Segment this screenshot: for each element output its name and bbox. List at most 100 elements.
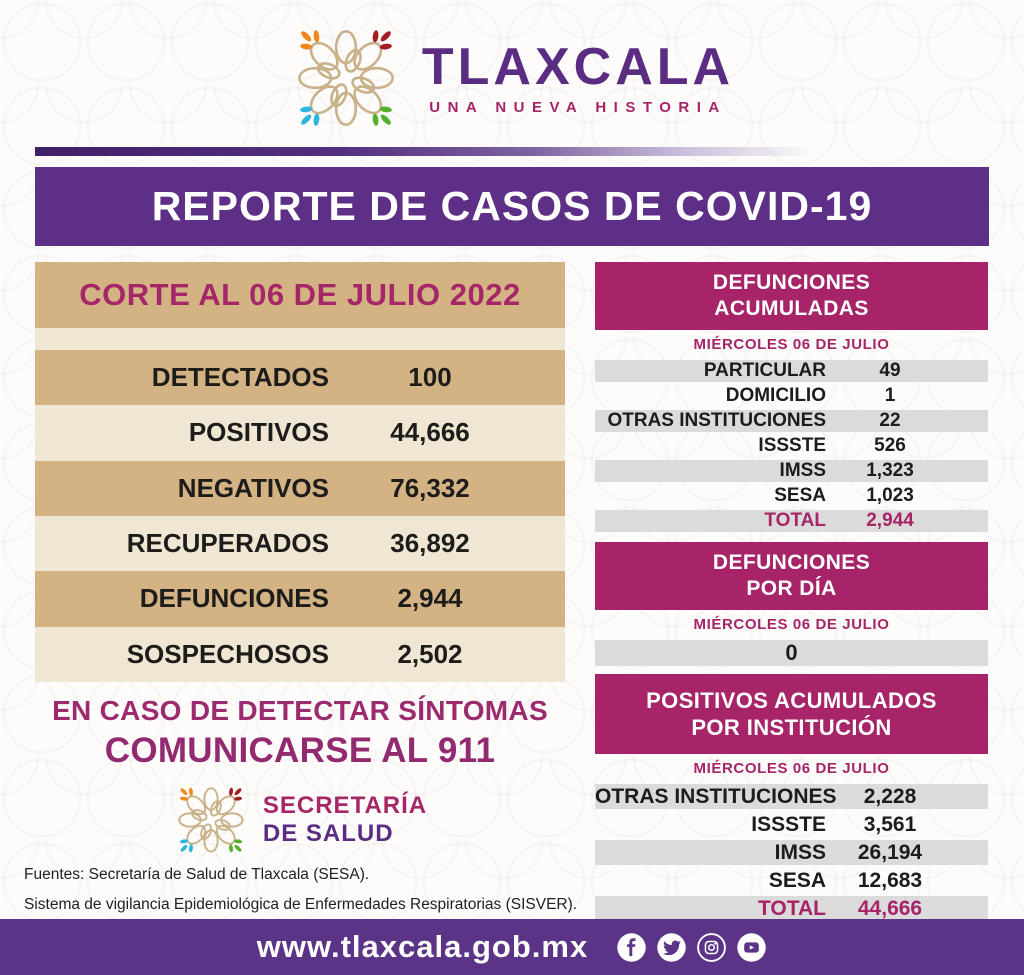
tlaxcala-flower-icon xyxy=(297,30,394,126)
row-label: TOTAL xyxy=(764,510,826,531)
row-value: 526 xyxy=(874,435,906,456)
cases-summary-rows: DETECTADOS 100 POSITIVOS 44,666 NEGATIVO… xyxy=(35,350,565,682)
section-title-line1: DEFUNCIONES xyxy=(712,270,871,294)
notice-line1: EN CASO DE DETECTAR SÍNTOMAS xyxy=(52,695,548,726)
row-value: 22 xyxy=(879,410,901,431)
secretaria-line1: SECRETARÍA xyxy=(262,792,428,820)
table-row: SESA 1,023 xyxy=(595,485,988,507)
row-value: 2,502 xyxy=(397,638,463,669)
brand-name: TLAXCALA xyxy=(421,37,735,96)
table-row: RECUPERADOS 36,892 xyxy=(35,516,565,571)
row-label: TOTAL xyxy=(757,896,826,920)
section-title-line2: POR INSTITUCIÓN xyxy=(691,715,892,740)
section-title-line1: POSITIVOS ACUMULADOS xyxy=(646,687,937,713)
source-line2: Sistema de vigilancia Epidemiológica de … xyxy=(24,896,578,913)
row-value: 26,194 xyxy=(857,840,923,864)
secretaria-text: SECRETARÍA DE SALUD xyxy=(263,792,427,847)
row-value: 100 xyxy=(408,362,452,393)
row-value: 76,332 xyxy=(390,472,470,503)
row-label: OTRAS INSTITUCIONES xyxy=(595,784,837,808)
row-label: DETECTADOS xyxy=(151,362,329,393)
row-label: IMSS xyxy=(779,460,826,481)
notice-line2: COMUNICARSE AL 911 xyxy=(104,731,496,770)
row-value: 1,023 xyxy=(866,485,914,506)
brand-tagline: UNA NUEVA HISTORIA xyxy=(429,98,727,116)
row-value: 2,228 xyxy=(863,784,917,808)
row-value: 12,683 xyxy=(857,868,923,892)
section-title-line1: DEFUNCIONES xyxy=(712,550,871,574)
brand-text: TLAXCALA UNA NUEVA HISTORIA xyxy=(422,41,734,116)
row-label: RECUPERADOS xyxy=(126,528,329,559)
row-label: NEGATIVOS xyxy=(177,472,329,503)
footer-bar: www.tlaxcala.gob.mx xyxy=(0,919,1024,975)
table-row: OTRAS INSTITUCIONES 22 xyxy=(595,410,988,432)
secretaria-line2: DE SALUD xyxy=(262,820,394,847)
gradient-divider xyxy=(35,147,989,156)
row-value: 2,944 xyxy=(866,510,914,531)
deaths-per-day-value: 0 xyxy=(595,640,988,666)
social-icons xyxy=(616,932,767,963)
row-label: SESA xyxy=(774,485,826,506)
cases-summary-panel: CORTE AL 06 DE JULIO 2022 DETECTADOS 100… xyxy=(35,262,565,682)
table-row: NEGATIVOS 76,332 xyxy=(35,460,565,516)
row-label: POSITIVOS xyxy=(188,417,329,448)
instagram-icon[interactable] xyxy=(696,932,727,963)
row-value: 44,666 xyxy=(390,417,470,448)
report-title-banner: REPORTE DE CASOS DE COVID-19 xyxy=(35,167,989,246)
table-row: IMSS 1,323 xyxy=(595,460,988,482)
row-label: ISSSTE xyxy=(758,435,826,456)
row-label: SOSPECHOSOS xyxy=(126,638,329,669)
section-title-line2: POR DÍA xyxy=(746,577,837,600)
row-value: 49 xyxy=(879,360,901,381)
table-row: PARTICULAR 49 xyxy=(595,360,988,382)
website-link[interactable]: www.tlaxcala.gob.mx xyxy=(256,929,589,964)
symptoms-notice: EN CASO DE DETECTAR SÍNTOMAS COMUNICARSE… xyxy=(10,695,590,771)
table-row: ISSSTE 3,561 xyxy=(595,812,988,837)
table-row: DETECTADOS 100 xyxy=(35,350,565,406)
row-label: PARTICULAR xyxy=(703,360,826,381)
table-row: POSITIVOS 44,666 xyxy=(35,405,565,460)
source-line1: Fuentes: Secretaría de Salud de Tlaxcala… xyxy=(24,866,370,883)
table-row: DOMICILIO 1 xyxy=(595,385,988,407)
row-label: IMSS xyxy=(774,840,826,864)
statistics-panel: DEFUNCIONES ACUMULADAS MIÉRCOLES 06 DE J… xyxy=(595,262,988,924)
table-row: ISSSTE 526 xyxy=(595,435,988,457)
deaths-accumulated-rows: PARTICULAR 49 DOMICILIO 1 OTRAS INSTITUC… xyxy=(595,360,988,532)
table-row: OTRAS INSTITUCIONES 2,228 xyxy=(595,784,988,809)
table-row: IMSS 26,194 xyxy=(595,840,988,865)
total-row: TOTAL 44,666 xyxy=(595,896,988,921)
row-value: 44,666 xyxy=(857,896,923,920)
row-value: 2,944 xyxy=(397,583,463,614)
row-label: SESA xyxy=(768,868,826,892)
positives-by-institution-rows: OTRAS INSTITUCIONES 2,228 ISSSTE 3,561 I… xyxy=(595,784,988,921)
table-row: SESA 12,683 xyxy=(595,868,988,893)
twitter-icon[interactable] xyxy=(656,932,687,963)
table-row: DEFUNCIONES 2,944 xyxy=(35,571,565,627)
row-value: 36,892 xyxy=(390,528,470,559)
table-row: SOSPECHOSOS 2,502 xyxy=(35,627,565,682)
secretaria-flower-icon xyxy=(178,787,244,853)
row-value: 1 xyxy=(884,385,896,406)
brand-header: TLAXCALA UNA NUEVA HISTORIA xyxy=(0,22,1024,134)
secretaria-salud-logo: SECRETARÍA DE SALUD xyxy=(10,782,590,858)
panel-spacer xyxy=(35,328,565,350)
row-label: DEFUNCIONES xyxy=(139,583,329,614)
row-value: 3,561 xyxy=(863,812,917,836)
section-date: MIÉRCOLES 06 DE JULIO xyxy=(693,760,890,777)
positives-by-institution-header: POSITIVOS ACUMULADOS POR INSTITUCIÓN xyxy=(595,674,988,754)
deaths-accumulated-header: DEFUNCIONES ACUMULADAS xyxy=(595,262,988,330)
row-label: DOMICILIO xyxy=(725,385,826,406)
report-title: REPORTE DE CASOS DE COVID-19 xyxy=(151,183,873,229)
total-row: TOTAL 2,944 xyxy=(595,510,988,532)
section-title-line2: ACUMULADAS xyxy=(714,297,869,320)
row-label: OTRAS INSTITUCIONES xyxy=(607,410,826,431)
youtube-icon[interactable] xyxy=(736,932,767,963)
deaths-per-day-header: DEFUNCIONES POR DÍA xyxy=(595,542,988,610)
facebook-icon[interactable] xyxy=(616,932,647,963)
section-date: MIÉRCOLES 06 DE JULIO xyxy=(693,336,890,353)
cutoff-date-header: CORTE AL 06 DE JULIO 2022 xyxy=(35,262,565,328)
row-label: ISSSTE xyxy=(751,812,826,836)
sources-block: Fuentes: Secretaría de Salud de Tlaxcala… xyxy=(24,860,577,920)
row-value: 1,323 xyxy=(866,460,914,481)
